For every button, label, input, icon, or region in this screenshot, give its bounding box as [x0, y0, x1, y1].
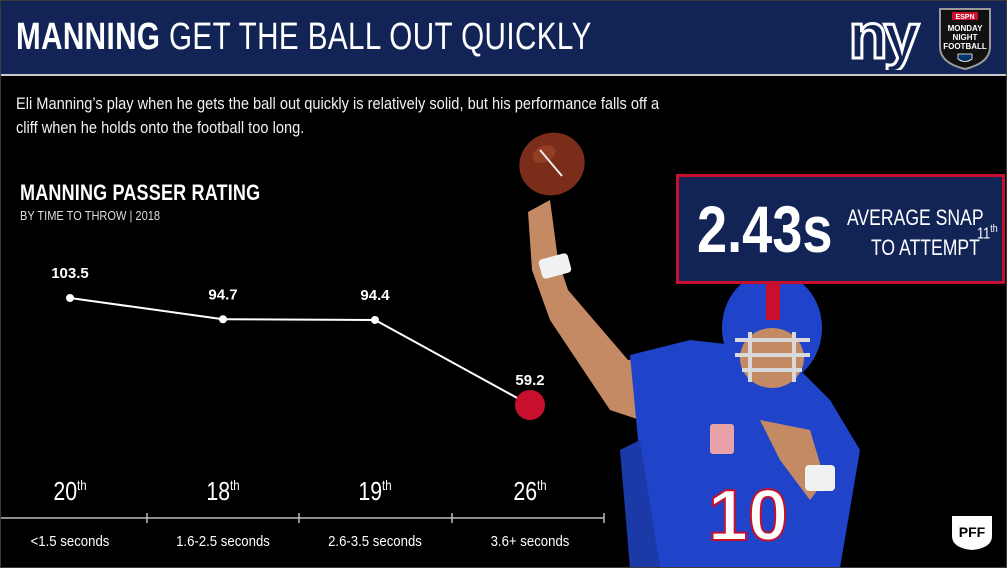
helmet-icon — [722, 270, 822, 388]
data-point — [219, 315, 227, 324]
stat-box: 2.43s AVERAGE SNAP TO ATTEMPT 11th — [676, 174, 1005, 284]
nfl-shield-icon — [957, 53, 973, 62]
chart-title: MANNING PASSER RATING — [20, 180, 261, 205]
category-label: 2.6-3.5 seconds — [328, 532, 422, 549]
data-label: 59.2 — [515, 372, 544, 389]
rank-label: 19th — [358, 477, 391, 507]
data-label: 94.7 — [208, 286, 237, 303]
mnf-line1: MONDAY — [948, 24, 983, 33]
mnf-top-text: ESPN — [955, 14, 974, 21]
giants-logo: ny — [847, 8, 921, 70]
football-icon — [519, 132, 585, 196]
stat-rank-suffix: th — [990, 223, 998, 235]
mnf-line2: NIGHT — [953, 33, 978, 42]
giants-logo-text: ny — [849, 8, 920, 70]
pff-logo: PFF — [952, 516, 992, 550]
category-label: <1.5 seconds — [31, 532, 110, 549]
header-bar: MANNING GET THE BALL OUT QUICKLY ny ESPN… — [0, 0, 1007, 76]
passer-rating-chart: 103.5 94.7 94.4 59.2 20th 18th 19th 26th <1.5 … — [0, 265, 605, 549]
chart-subtitle: BY TIME TO THROW | 2018 — [20, 208, 161, 223]
stat-label-line1: AVERAGE SNAP — [847, 205, 984, 230]
data-point — [371, 315, 379, 324]
data-point-highlight — [515, 390, 545, 420]
stat-value: 2.43s — [697, 192, 833, 266]
stat-rank-num: 11 — [977, 225, 991, 243]
category-label: 3.6+ seconds — [491, 532, 570, 549]
rank-label: 20th — [53, 477, 86, 507]
mnf-line3: FOOTBALL — [943, 42, 987, 51]
data-label: 94.4 — [360, 287, 390, 304]
jersey-number: 10 — [708, 476, 788, 556]
series-segment — [222, 318, 376, 321]
title-rest: GET THE BALL OUT QUICKLY — [168, 16, 592, 58]
category-label: 1.6-2.5 seconds — [176, 532, 270, 549]
title-bold: MANNING — [16, 16, 161, 58]
series-segment — [374, 319, 531, 406]
series-segment — [69, 297, 224, 321]
rank-label: 26th — [513, 477, 546, 507]
stat-rank: 11th — [977, 223, 998, 243]
page-title: MANNING GET THE BALL OUT QUICKLY — [16, 14, 592, 60]
data-point — [66, 294, 74, 302]
data-label: 103.5 — [51, 265, 89, 282]
monday-night-football-logo: ESPN MONDAY NIGHT FOOTBALL — [939, 8, 991, 71]
stat-label-line2: TO ATTEMPT — [871, 235, 980, 260]
player-illustration: 10 — [519, 132, 860, 568]
pff-logo-text: PFF — [959, 524, 986, 540]
intro-text: Eli Manning’s play when he gets the ball… — [16, 94, 660, 137]
rank-label: 18th — [206, 477, 239, 507]
